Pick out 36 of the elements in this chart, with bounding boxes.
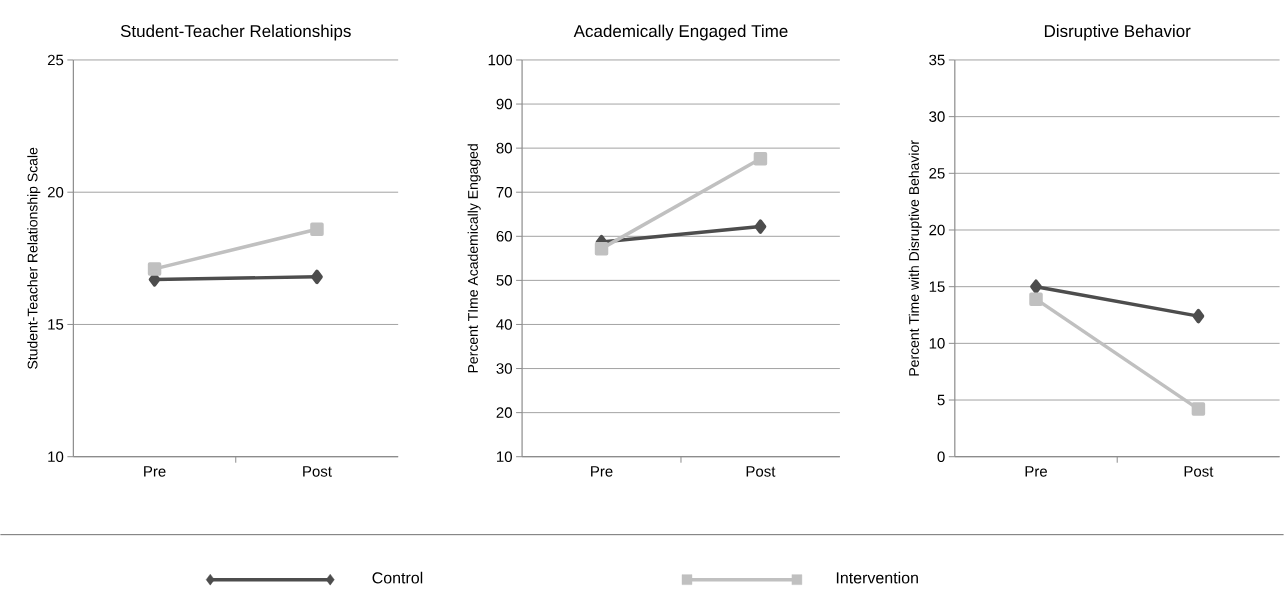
x-tick-label: Post xyxy=(303,466,332,477)
chart-title: Student-Teacher Relationships xyxy=(120,24,351,41)
y-tick-label: 25 xyxy=(929,168,945,179)
y-tick-label: 15 xyxy=(48,319,64,330)
y-tick-label: 10 xyxy=(497,451,512,463)
y-tick-label: 10 xyxy=(929,338,945,349)
y-tick-label: 100 xyxy=(488,54,512,66)
y-tick-label: 20 xyxy=(47,187,64,198)
chart-title: Disruptive Behavior xyxy=(1044,24,1191,41)
y-tick-label: 5 xyxy=(937,394,945,406)
y-axis-title: Percent TIme Academically Engaged xyxy=(467,144,481,373)
legend-label: Intervention xyxy=(836,571,918,584)
y-axis-title: Student-Teacher Relationship Scale xyxy=(27,147,41,370)
legend-label: Control xyxy=(372,571,423,584)
chart-title: Academically Engaged Time xyxy=(573,24,788,41)
y-tick-label: 20 xyxy=(496,407,512,419)
y-tick-label: 20 xyxy=(929,224,945,236)
x-tick-label: Pre xyxy=(591,466,613,477)
y-tick-label: 0 xyxy=(937,451,945,463)
y-tick-label: 80 xyxy=(496,143,512,154)
y-tick-label: 90 xyxy=(496,98,512,110)
y-tick-label: 10 xyxy=(48,451,64,463)
y-tick-label: 50 xyxy=(496,275,512,286)
y-axis-title: Percent Time with Disruptive Behavior xyxy=(908,140,922,376)
y-tick-label: 40 xyxy=(496,319,512,330)
y-tick-label: 15 xyxy=(929,281,945,293)
x-tick-label: Pre xyxy=(144,466,166,477)
y-tick-label: 25 xyxy=(47,54,64,66)
y-tick-label: 70 xyxy=(496,187,512,198)
y-tick-label: 35 xyxy=(929,54,945,66)
x-tick-label: Post xyxy=(1184,466,1214,477)
x-tick-label: Post xyxy=(746,466,776,477)
y-tick-label: 30 xyxy=(929,111,945,123)
x-tick-label: Pre xyxy=(1025,466,1047,477)
y-tick-label: 60 xyxy=(496,231,512,242)
y-tick-label: 30 xyxy=(496,363,512,375)
